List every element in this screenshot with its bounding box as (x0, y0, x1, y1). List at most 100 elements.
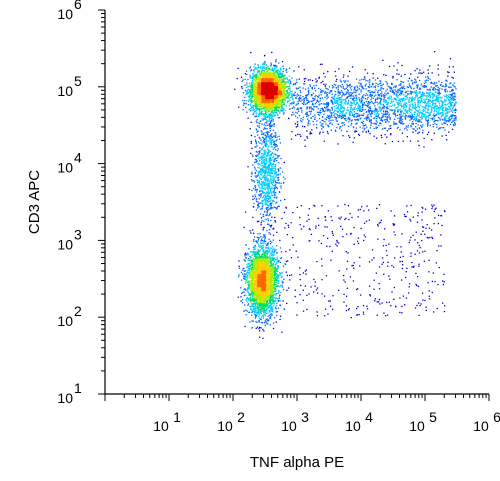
event-dot (250, 86, 252, 89)
event-dot (291, 77, 293, 79)
event-dot (324, 96, 326, 98)
event-dot (435, 207, 437, 209)
event-dot (274, 265, 276, 267)
event-dot (440, 100, 442, 102)
event-dot (416, 68, 418, 70)
event-dot (273, 260, 276, 262)
event-dot (306, 113, 308, 115)
event-dot (281, 331, 283, 333)
event-dot (284, 109, 286, 112)
event-dot (269, 139, 272, 142)
event-dot (452, 114, 454, 116)
event-dot (380, 93, 382, 95)
event-dot (257, 184, 259, 186)
event-dot (270, 294, 272, 296)
event-dot (246, 100, 248, 102)
event-dot (270, 125, 273, 128)
event-dot (285, 69, 287, 72)
event-dot (371, 90, 373, 93)
event-dot (264, 309, 266, 311)
event-dot (443, 117, 445, 119)
event-dot (275, 112, 278, 114)
event-dot (267, 183, 270, 185)
event-dot (280, 257, 282, 260)
event-dot (426, 92, 428, 94)
event-dot (245, 93, 247, 95)
event-dot (310, 286, 312, 288)
event-dot (263, 153, 265, 155)
event-dot (331, 103, 334, 105)
event-dot (265, 214, 267, 216)
event-dot (416, 117, 418, 119)
event-dot (449, 93, 452, 96)
event-dot (308, 89, 310, 91)
event-dot (254, 158, 256, 161)
event-dot (276, 196, 278, 198)
event-dot (439, 87, 441, 90)
event-dot (268, 151, 270, 153)
event-dot (314, 87, 316, 89)
event-dot (266, 186, 268, 188)
event-dot (263, 235, 266, 237)
event-dot (272, 259, 275, 261)
event-dot (262, 242, 264, 244)
event-dot (424, 233, 426, 235)
event-dot (391, 100, 393, 103)
event-dot (267, 251, 269, 253)
event-dot (314, 90, 317, 92)
event-dot (388, 301, 390, 303)
event-dot (265, 179, 267, 182)
event-dot (274, 286, 276, 288)
event-dot (397, 100, 399, 102)
event-dot (262, 181, 265, 183)
event-dot (264, 137, 267, 139)
event-dot (395, 94, 398, 97)
event-dot (345, 80, 347, 82)
event-dot (263, 310, 265, 313)
event-dot (327, 104, 330, 106)
event-dot (244, 278, 246, 280)
event-dot (244, 96, 246, 99)
event-dot (332, 295, 334, 297)
event-dot (421, 211, 423, 213)
event-dot (442, 101, 444, 103)
event-dot (448, 116, 451, 118)
event-dot (354, 130, 356, 132)
event-dot (333, 111, 335, 113)
event-dot (257, 233, 259, 235)
event-dot (273, 114, 275, 116)
event-dot (261, 253, 264, 255)
event-dot (265, 138, 267, 140)
event-dot (280, 109, 282, 111)
event-dot (337, 103, 340, 105)
event-dot (267, 174, 269, 176)
event-dot (421, 94, 423, 97)
event-dot (273, 115, 276, 117)
event-dot (266, 204, 268, 206)
event-dot (245, 257, 247, 259)
event-dot (268, 171, 271, 173)
event-dot (258, 160, 261, 162)
event-dot (296, 302, 298, 304)
event-dot (268, 192, 271, 195)
event-dot (429, 100, 432, 102)
event-dot (263, 118, 265, 120)
event-dot (373, 135, 375, 137)
event-dot (258, 136, 260, 139)
event-dot (455, 88, 457, 90)
event-dot (286, 81, 288, 83)
event-dot (452, 66, 454, 68)
event-dot (245, 282, 247, 284)
event-dot (322, 80, 324, 83)
event-dot (264, 152, 266, 154)
event-dot (344, 115, 346, 117)
event-dot (265, 167, 267, 169)
event-dot (266, 128, 268, 130)
event-dot (418, 88, 421, 90)
event-dot (269, 225, 271, 227)
event-dot (258, 115, 260, 117)
event-dot (271, 216, 273, 218)
event-dot (408, 241, 410, 244)
event-dot (340, 97, 342, 99)
event-dot (363, 88, 365, 90)
